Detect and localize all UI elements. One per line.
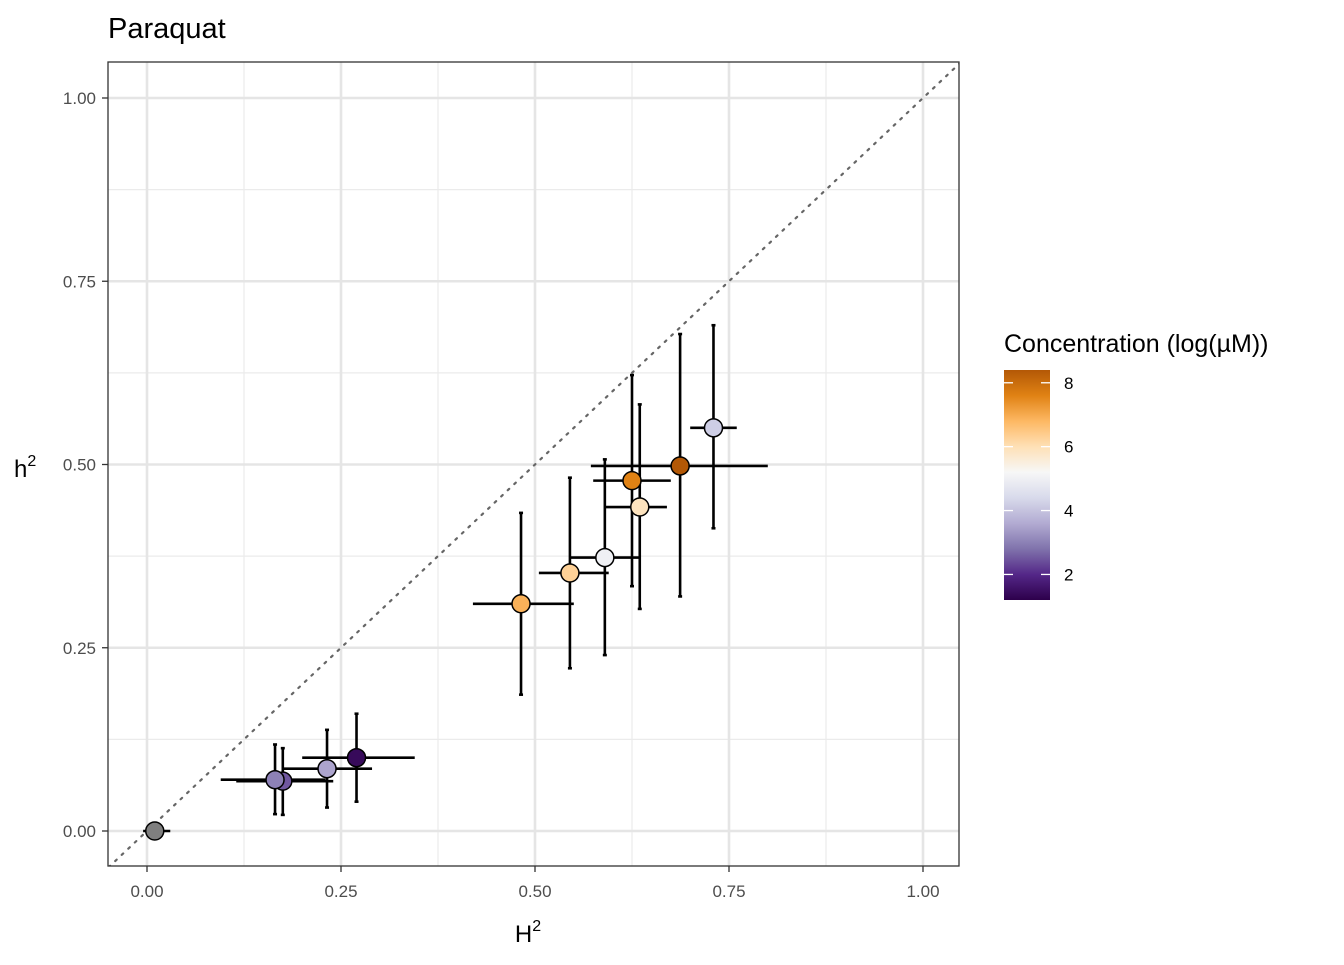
x-tick-label: 0.50: [518, 882, 551, 901]
data-point: [560, 563, 580, 583]
data-point: [595, 547, 615, 568]
chart-title: Paraquat: [108, 13, 226, 45]
y-axis-title: h2: [14, 453, 36, 483]
legend-tick-label: 8: [1064, 374, 1073, 393]
data-point: [670, 456, 690, 476]
identity-reference-line: [108, 62, 959, 866]
data-point: [630, 497, 650, 517]
data-point: [265, 769, 285, 790]
y-tick-label: 0.75: [63, 272, 96, 291]
y-axis-title-main: h: [14, 456, 27, 483]
y-tick-label: 0.25: [63, 639, 96, 658]
data-point: [317, 758, 337, 779]
x-tick-label: 0.75: [712, 882, 745, 901]
legend-title: Concentration (log(µM)): [1004, 330, 1269, 358]
y-tick-label: 0.00: [63, 822, 96, 841]
data-point: [145, 821, 165, 841]
x-axis-title-superscript: 2: [532, 918, 541, 935]
legend-colorbar: [1004, 370, 1050, 600]
y-tick-label: 0.50: [63, 456, 96, 475]
legend-tick-label: 2: [1064, 565, 1073, 584]
y-axis-title-superscript: 2: [27, 453, 36, 470]
y-axis: 0.00 0.25 0.50 0.75 1.00: [63, 89, 108, 841]
data-point: [703, 418, 724, 438]
color-legend: Concentration (log(µM)) 2 4 6 8: [1004, 330, 1269, 600]
data-point: [346, 747, 367, 768]
data-point: [511, 594, 531, 614]
legend-ticks: 2 4 6 8: [1004, 374, 1073, 584]
x-tick-label: 0.25: [324, 882, 357, 901]
x-tick-label: 1.00: [906, 882, 939, 901]
legend-tick-label: 6: [1064, 438, 1073, 457]
x-tick-label: 0.00: [130, 882, 163, 901]
legend-tick-label: 4: [1064, 502, 1073, 521]
x-axis: 0.00 0.25 0.50 0.75 1.00: [130, 866, 940, 901]
data-points: [145, 418, 724, 841]
data-point: [622, 470, 642, 491]
x-axis-title: H2: [515, 918, 541, 948]
y-tick-label: 1.00: [63, 89, 96, 108]
x-axis-title-main: H: [515, 921, 532, 948]
